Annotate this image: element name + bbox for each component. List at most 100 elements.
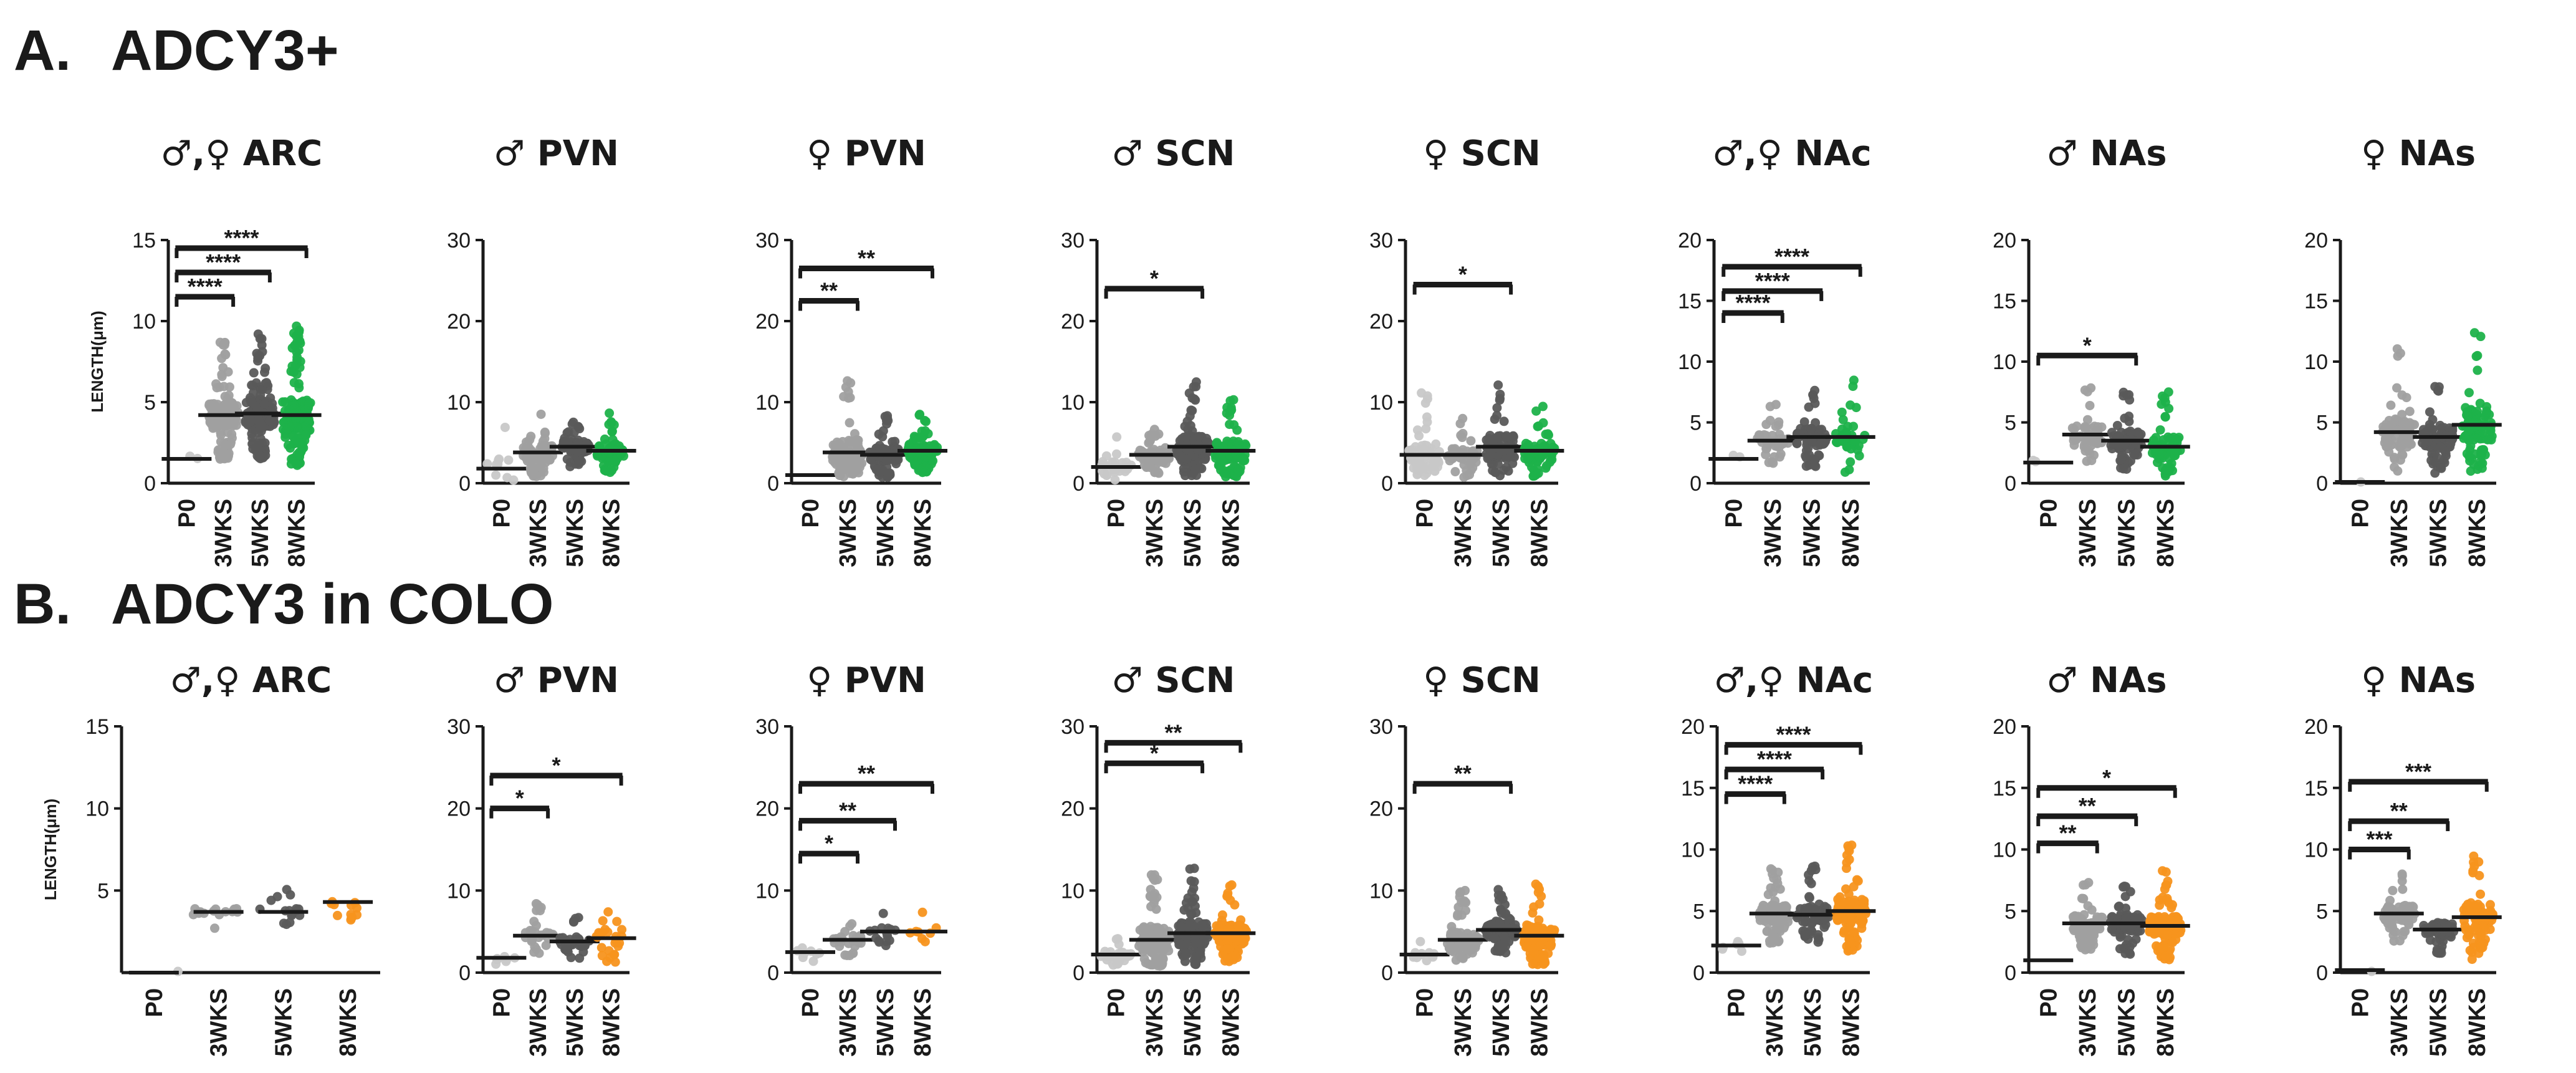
y-tick-label: 0 [2004, 961, 2016, 985]
data-point [304, 399, 314, 409]
y-tick-label: 10 [1993, 350, 2016, 374]
data-point [1773, 441, 1783, 451]
y-tick-label: 30 [447, 715, 471, 739]
data-point [1185, 909, 1195, 919]
data-point [536, 456, 546, 466]
data-point [2428, 415, 2438, 425]
panel-b1: ♂,♀ ARC LENGTH(μm) 5 10 15 P0 3WKS 5WKS 8WKS [41, 660, 380, 1057]
y-tick-label: 0 [767, 472, 779, 496]
data-point [2077, 893, 2087, 903]
panel-b6: ♂,♀ NAc 0 5 10 15 20 P0 3WKS 5WKS 8WKS ***********… [1681, 660, 1876, 1057]
data-point [522, 454, 532, 464]
data-point [1191, 938, 1201, 948]
data-point [2431, 936, 2441, 946]
data-point [256, 451, 266, 461]
category-label: P0 [2036, 499, 2062, 527]
category-label: 5WKS [873, 499, 899, 567]
data-point [2114, 431, 2124, 441]
data-point [1501, 432, 1511, 442]
data-point [1231, 951, 1241, 961]
data-point [600, 434, 610, 444]
data-point [2084, 878, 2094, 888]
data-point [1529, 902, 1539, 912]
data-point [878, 908, 888, 918]
category-label: 8WKS [2464, 499, 2491, 567]
data-point [918, 463, 928, 473]
data-point [881, 416, 891, 426]
data-point [1848, 382, 1858, 392]
data-point [209, 923, 219, 933]
category-label: 5WKS [2425, 499, 2451, 567]
category-label: P0 [1721, 499, 1747, 527]
category-label: P0 [2036, 988, 2062, 1017]
data-point [206, 420, 216, 430]
data-point [1499, 416, 1509, 426]
data-point [1430, 456, 1440, 466]
data-point [1111, 449, 1121, 459]
data-point [261, 363, 271, 373]
panel-title: ♂,♀ ARC [161, 133, 323, 174]
category-label: P0 [1412, 499, 1439, 527]
data-point [2385, 923, 2395, 933]
category-label: 3WKS [1450, 499, 1477, 567]
data-point [1538, 402, 1548, 411]
category-label: 8WKS [1838, 499, 1864, 567]
data-point [1189, 382, 1199, 392]
data-point [1151, 956, 1161, 966]
data-point [211, 379, 221, 389]
data-point [255, 423, 265, 433]
data-point [1498, 465, 1508, 475]
category-label: 8WKS [1526, 988, 1553, 1057]
category-label: 8WKS [910, 988, 936, 1057]
data-point [1846, 916, 1855, 926]
y-tick-label: 5 [2316, 900, 2328, 923]
data-point [262, 378, 272, 388]
data-point [2466, 466, 2476, 476]
y-tick-label: 5 [2316, 411, 2328, 435]
data-point [847, 919, 857, 929]
data-point [882, 456, 892, 466]
category-label: 8WKS [1218, 988, 1244, 1057]
data-point [1528, 471, 1538, 481]
data-point [920, 426, 930, 436]
data-point [283, 440, 293, 450]
data-point [2148, 435, 2158, 445]
data-point [291, 458, 301, 468]
data-point [254, 438, 264, 448]
data-point [527, 935, 537, 945]
data-point [1832, 438, 1842, 448]
data-point [219, 382, 229, 392]
data-point [2472, 903, 2482, 913]
data-point [2392, 383, 2402, 393]
significance-label: ** [858, 761, 875, 786]
data-point [2116, 455, 2126, 465]
data-point [1179, 432, 1189, 442]
category-label: 8WKS [1526, 499, 1553, 567]
significance-label: ** [1454, 761, 1472, 786]
data-point [846, 378, 856, 388]
category-label: 8WKS [2153, 988, 2179, 1057]
data-point [2473, 365, 2483, 375]
data-point [2069, 440, 2079, 450]
category-label: 5WKS [1180, 499, 1206, 567]
data-point [608, 435, 618, 445]
data-point [609, 420, 619, 430]
data-point [2486, 425, 2496, 435]
data-point [2470, 922, 2480, 932]
data-point [1736, 946, 1746, 956]
category-label: 8WKS [1838, 988, 1864, 1057]
data-point [2390, 454, 2400, 464]
data-point [1223, 936, 1233, 946]
data-point [252, 402, 262, 411]
data-point [1493, 885, 1503, 895]
data-point [1501, 936, 1511, 946]
data-point [1508, 431, 1518, 441]
panel-a3: ♀ PVN 0 10 20 30 P0 3WKS 5WKS 8WKS ** ** [755, 133, 947, 567]
data-point [2472, 407, 2482, 416]
data-point [1493, 380, 1503, 390]
data-point [1230, 900, 1240, 910]
data-point [928, 456, 938, 466]
category-label: P0 [489, 988, 515, 1017]
data-point [1538, 418, 1548, 428]
y-tick-label: 0 [1381, 472, 1393, 496]
